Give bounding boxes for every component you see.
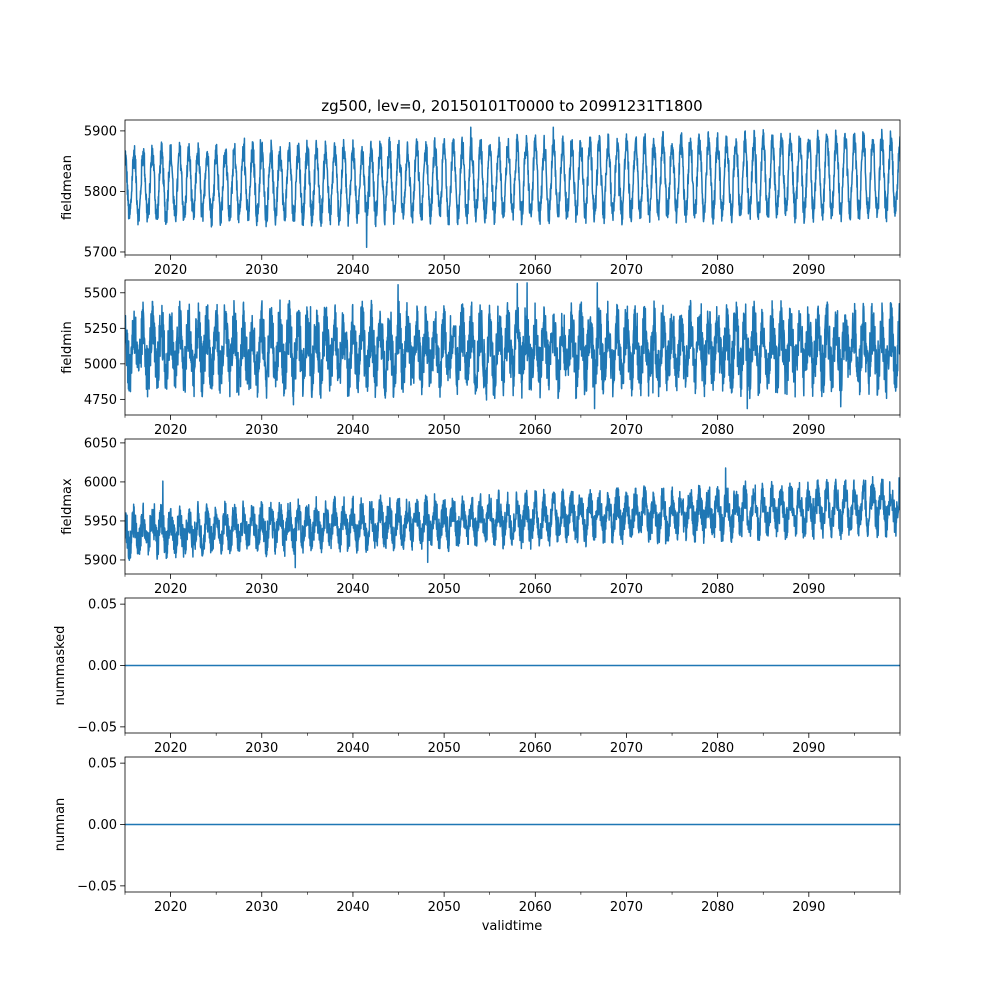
x-tick-label: 2070 <box>610 423 643 438</box>
x-tick-label: 2050 <box>428 423 461 438</box>
x-tick-label: 2080 <box>701 582 734 597</box>
axes-frame <box>124 279 901 416</box>
y-tick-label: 5950 <box>84 514 117 529</box>
x-tick-label: 2090 <box>792 582 825 597</box>
x-tick-label: 2030 <box>245 900 278 915</box>
y-tick-label: 5700 <box>84 245 117 260</box>
x-tick-label: 2060 <box>519 741 552 756</box>
y-tick-label: 0.00 <box>88 818 117 833</box>
y-axis-label-nummasked: nummasked <box>53 626 68 706</box>
y-tick-label: 6000 <box>84 475 117 490</box>
x-tick-label: 2020 <box>154 423 187 438</box>
x-axis-label: validtime <box>482 919 543 934</box>
y-tick-label: 5800 <box>84 185 117 200</box>
x-tick-label: 2080 <box>701 741 734 756</box>
y-tick-label: 5900 <box>84 553 117 568</box>
x-tick-label: 2040 <box>336 423 369 438</box>
y-axis-label-numnan: numnan <box>53 798 68 852</box>
y-tick-label: 5500 <box>84 286 117 301</box>
y-axis-label-fieldmean: fieldmean <box>60 155 75 220</box>
subplot-nummasked: 2020 2030 2040 2050 2060 2070 2080 2090 −0.05 0.0… <box>53 597 901 756</box>
y-tick-label: 0.05 <box>88 598 117 613</box>
y-tick-label: −0.05 <box>77 720 117 735</box>
x-tick-label: 2040 <box>336 582 369 597</box>
y-tick-label: −0.05 <box>77 879 117 894</box>
y-axis-label-fieldmax: fieldmax <box>60 478 75 535</box>
subplot-fieldmean: 2020 2030 2040 2050 2060 2070 2080 2090 5700 5800… <box>60 119 901 278</box>
subplot-fieldmin: 2020 2030 2040 2050 2060 2070 2080 2090 4750 5000… <box>60 279 901 438</box>
series-line-fieldmin <box>125 282 900 410</box>
x-tick-label: 2040 <box>336 263 369 278</box>
x-tick-label: 2090 <box>792 423 825 438</box>
x-tick-label: 2020 <box>154 263 187 278</box>
x-tick-label: 2090 <box>792 900 825 915</box>
x-tick-label: 2080 <box>701 263 734 278</box>
y-tick-label: 5000 <box>84 357 117 372</box>
x-tick-label: 2070 <box>610 900 643 915</box>
y-tick-label: 5900 <box>84 124 117 139</box>
x-tick-label: 2050 <box>428 741 461 756</box>
x-tick-label: 2050 <box>428 263 461 278</box>
axes-frame <box>124 438 901 575</box>
x-tick-label: 2060 <box>519 263 552 278</box>
x-tick-label: 2070 <box>610 741 643 756</box>
x-tick-label: 2040 <box>336 741 369 756</box>
y-tick-label: 5250 <box>84 322 117 337</box>
x-tick-label: 2070 <box>610 263 643 278</box>
y-tick-label: 0.05 <box>88 757 117 772</box>
subplots: 2020 2030 2040 2050 2060 2070 2080 2090 5700 5800… <box>53 119 901 915</box>
x-tick-label: 2020 <box>154 582 187 597</box>
x-tick-label: 2030 <box>245 582 278 597</box>
x-tick-label: 2020 <box>154 741 187 756</box>
x-tick-label: 2060 <box>519 582 552 597</box>
x-tick-label: 2050 <box>428 900 461 915</box>
x-tick-label: 2060 <box>519 900 552 915</box>
x-tick-label: 2080 <box>701 900 734 915</box>
axes-frame <box>124 119 901 256</box>
x-tick-label: 2030 <box>245 423 278 438</box>
x-tick-label: 2070 <box>610 582 643 597</box>
x-tick-label: 2080 <box>701 423 734 438</box>
subplot-fieldmax: 2020 2030 2040 2050 2060 2070 2080 2090 5900 5950… <box>60 436 901 597</box>
y-tick-label: 6050 <box>84 436 117 451</box>
x-tick-label: 2030 <box>245 741 278 756</box>
subplot-numnan: 2020 2030 2040 2050 2060 2070 2080 2090 −0.05 0.0… <box>53 756 901 915</box>
chart-title: zg500, lev=0, 20150101T0000 to 20991231T… <box>321 97 702 115</box>
x-tick-label: 2020 <box>154 900 187 915</box>
x-tick-label: 2090 <box>792 263 825 278</box>
series-line-fieldmean <box>125 126 900 249</box>
y-axis-label-fieldmin: fieldmin <box>60 321 75 374</box>
series-line-fieldmax <box>125 467 900 569</box>
x-tick-label: 2060 <box>519 423 552 438</box>
y-tick-label: 0.00 <box>88 659 117 674</box>
x-tick-label: 2050 <box>428 582 461 597</box>
x-tick-label: 2040 <box>336 900 369 915</box>
y-tick-label: 4750 <box>84 393 117 408</box>
x-tick-label: 2030 <box>245 263 278 278</box>
x-tick-label: 2090 <box>792 741 825 756</box>
